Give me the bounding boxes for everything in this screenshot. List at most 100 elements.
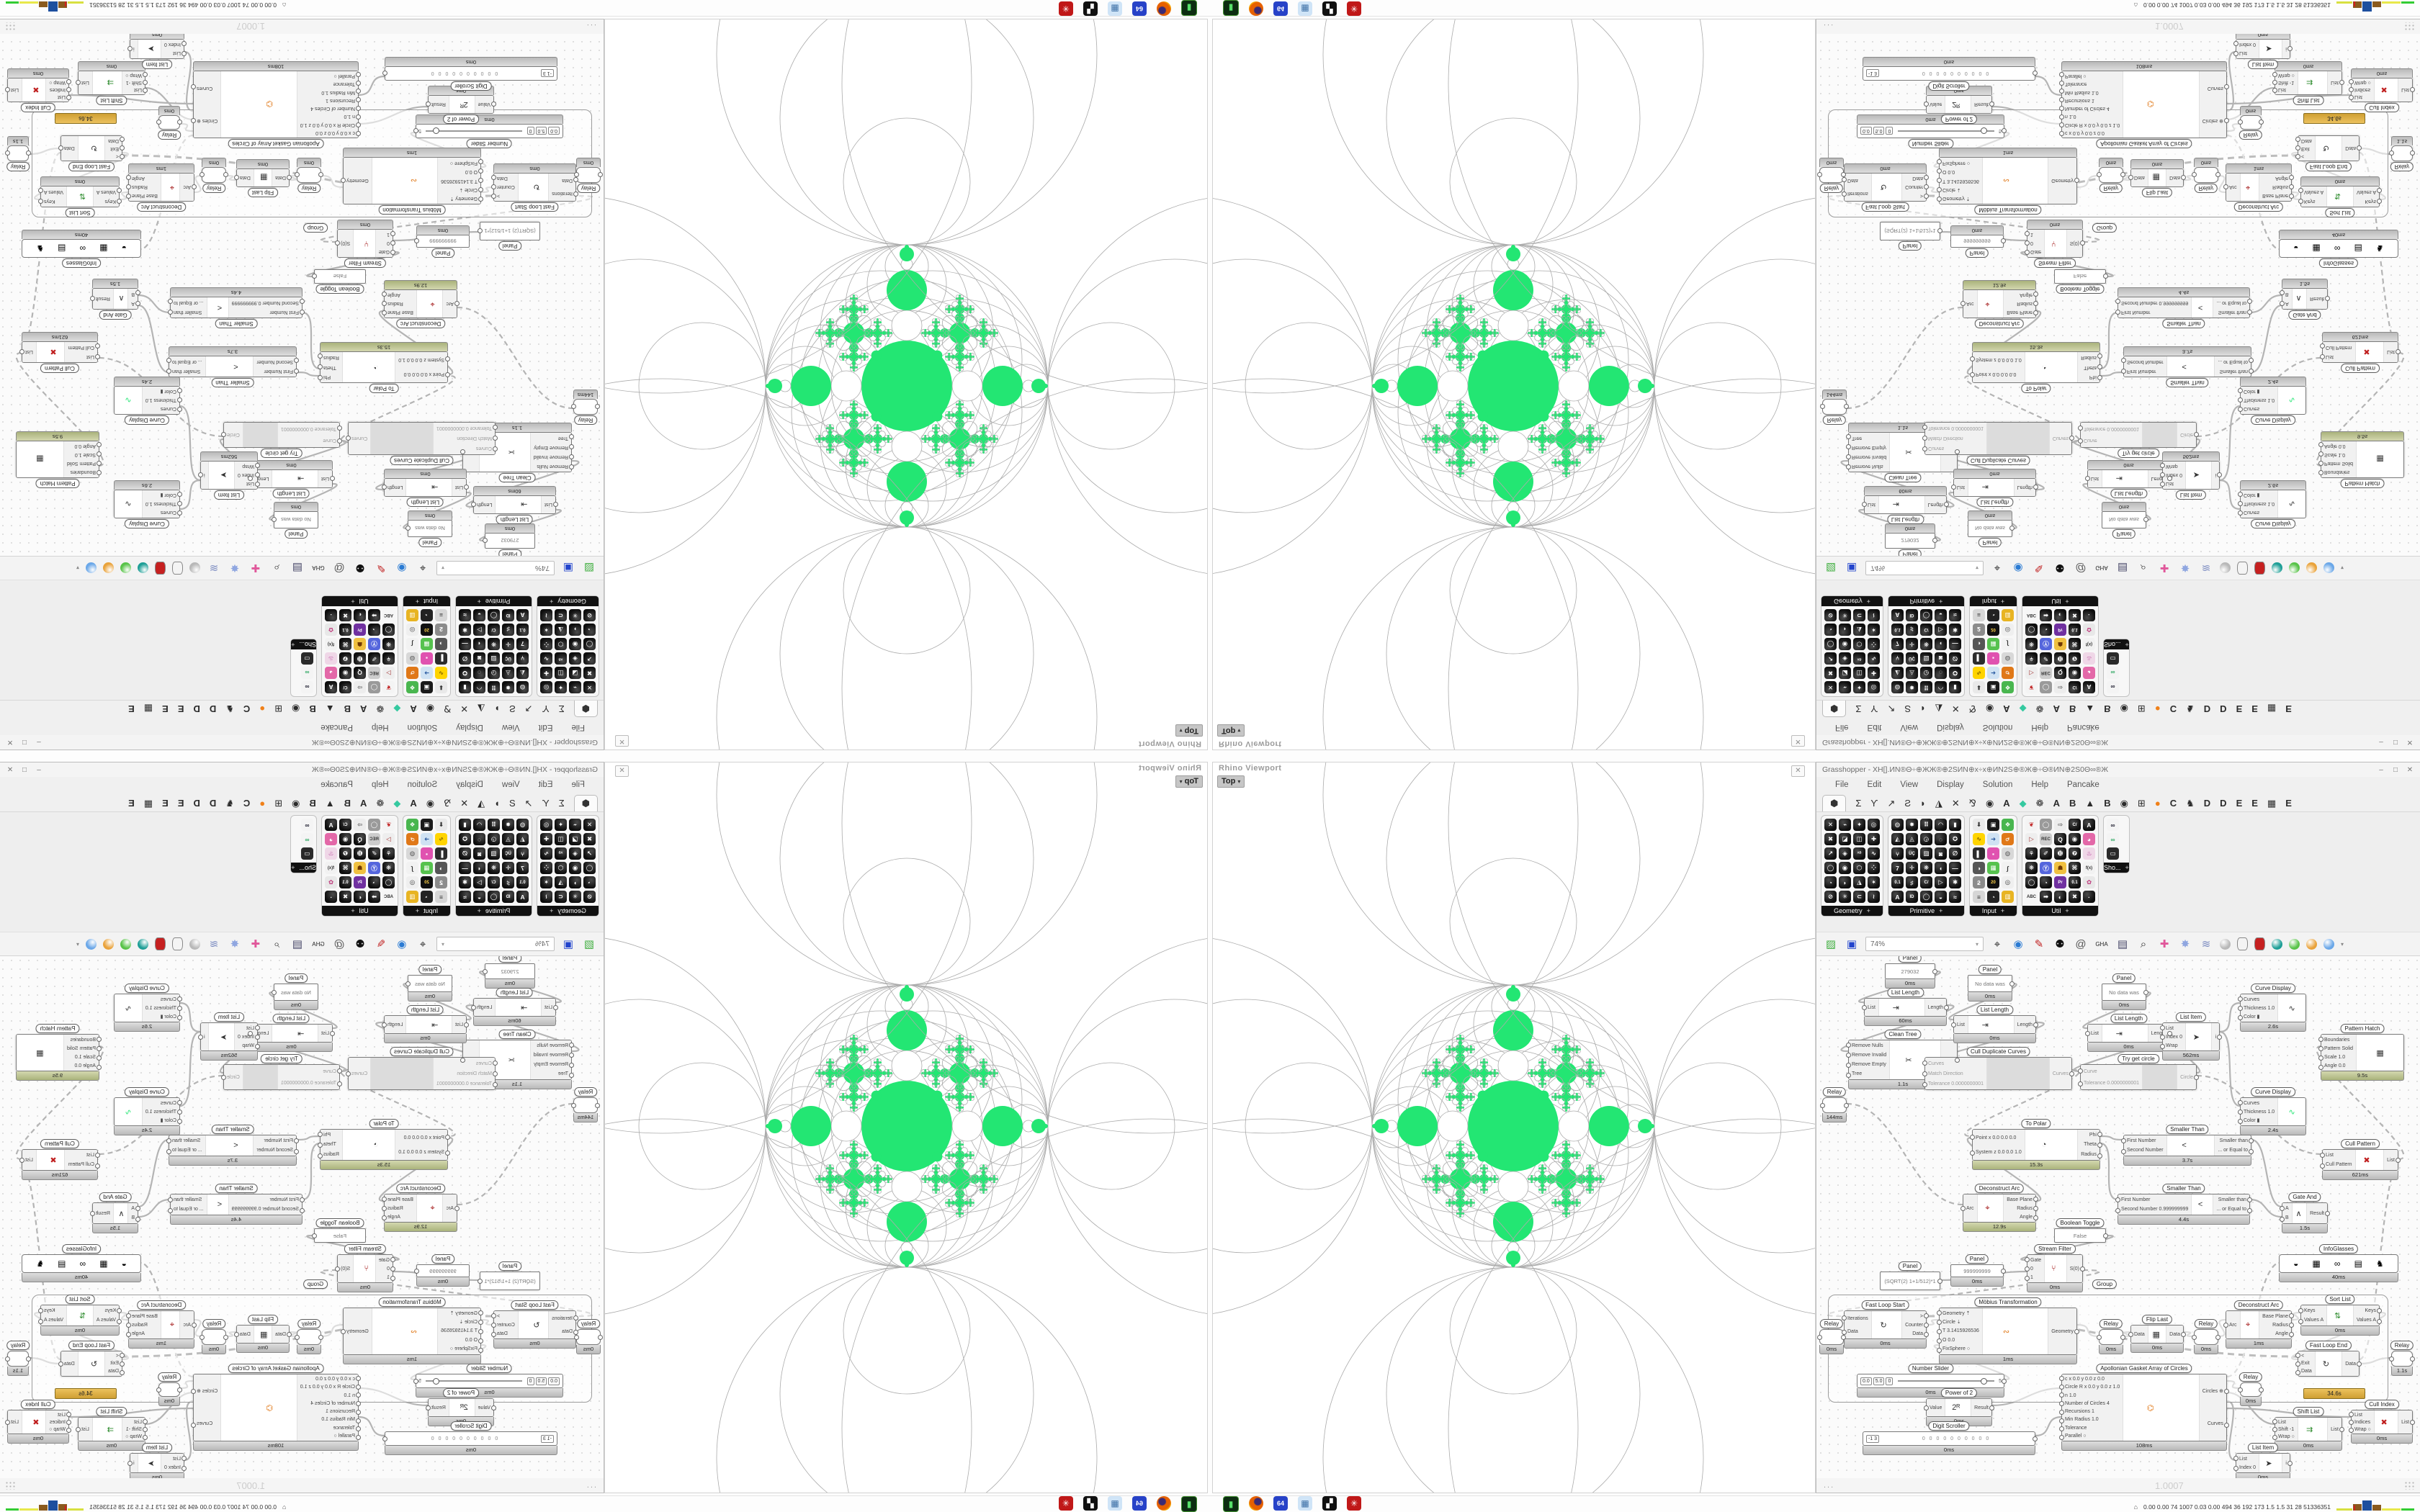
input-port[interactable]: T 3.1415926536 xyxy=(441,1328,478,1334)
gh-node-panel-279032[interactable]: Panel 279032 0ms xyxy=(1885,523,1937,556)
save-file-icon[interactable]: ▣ xyxy=(563,938,574,950)
palette-expand-button[interactable]: + xyxy=(2000,907,2005,914)
input-port[interactable]: Wrap ○ xyxy=(125,73,142,78)
component-icon[interactable]: ✖ xyxy=(2069,609,2081,621)
component-icon[interactable]: C/ xyxy=(488,876,500,888)
package-icon[interactable]: ✚ xyxy=(251,562,261,574)
component-tab-1[interactable]: Σ xyxy=(558,703,565,714)
menu-pancake[interactable]: Pancake xyxy=(2067,780,2099,789)
input-port[interactable]: Wrap ○ xyxy=(2278,73,2295,78)
output-port[interactable]: S(0) xyxy=(341,240,351,246)
input-port[interactable]: Min Radius 1.0 xyxy=(2065,1417,2099,1423)
finder-icon[interactable]: ⌕ xyxy=(2140,562,2147,575)
output-port[interactable]: Length xyxy=(1927,1004,1943,1010)
component-icon[interactable]: ✪ xyxy=(459,667,471,679)
input-port[interactable]: Curve xyxy=(323,438,336,444)
palette-expand-button[interactable]: + xyxy=(1866,907,1870,914)
output-port[interactable]: Counter xyxy=(1905,184,1923,190)
component-icon[interactable]: ✪ xyxy=(459,833,471,845)
input-port[interactable]: Data xyxy=(562,1328,573,1334)
package-icon[interactable]: ✚ xyxy=(251,938,261,950)
sketch-pen-icon[interactable]: ✎ xyxy=(376,938,386,950)
input-port[interactable]: Remove Empty xyxy=(1852,445,1886,450)
output-port[interactable]: Angle xyxy=(132,176,145,181)
component-icon[interactable]: 0.1 xyxy=(516,624,529,636)
component-tab-16[interactable]: B xyxy=(2104,703,2111,714)
status-dots[interactable]: ... xyxy=(1824,22,1835,31)
component-icon[interactable]: ≈ xyxy=(459,609,471,621)
grasshopper-canvas[interactable]: Group Panel 279032 0ms List Length List ⇥ Lengt… xyxy=(1816,34,2420,556)
component-icon[interactable]: 7 xyxy=(516,638,529,650)
output-port[interactable]: Base Plane xyxy=(387,310,413,315)
component-icon[interactable]: ▪ xyxy=(421,652,433,665)
component-tab-26[interactable]: ▦ xyxy=(143,798,153,809)
component-icon[interactable]: ◠ xyxy=(473,819,485,831)
component-icon[interactable]: ◕ xyxy=(325,667,337,679)
output-port[interactable]: Result xyxy=(431,102,446,107)
palette-expand-button[interactable]: + xyxy=(291,641,295,648)
component-icon[interactable]: ◬ xyxy=(502,667,514,679)
menu-display[interactable]: Display xyxy=(456,723,483,732)
gh-node-cull-pattern[interactable]: Cull Pattern List Cull Pattern ✖ List 621ms xyxy=(2320,1139,2401,1180)
component-icon[interactable]: ◭ xyxy=(1891,833,1904,845)
input-port[interactable]: Circle R x 0.0 y 0.0 z 1.0 xyxy=(2065,122,2120,127)
gh-node-infoglasses[interactable]: InfoGlasses ◒ ▦ ∞ ▤ ♞ 40ms xyxy=(2279,230,2398,268)
infoglasses-icon[interactable]: ∞ xyxy=(2334,1259,2341,1269)
input-port[interactable]: Parallel ○ xyxy=(333,73,355,79)
lamp-icon[interactable]: ⚉ xyxy=(2055,562,2065,574)
infoglasses-icon[interactable]: ▤ xyxy=(2354,1259,2362,1269)
input-port[interactable]: Data xyxy=(2134,1331,2145,1337)
input-port[interactable]: Curves xyxy=(2244,406,2260,412)
gh-node-gate-and[interactable]: Gate And A B ∧ Result 1.5s xyxy=(90,279,140,320)
input-port[interactable]: System z 0.0 0.0 1.0 xyxy=(1976,357,2022,363)
component-tab-23[interactable]: D xyxy=(2220,798,2227,809)
component-icon[interactable]: C/ xyxy=(1920,624,1932,636)
input-port[interactable]: FixSphere ○ xyxy=(449,160,478,166)
component-tab-9[interactable]: ◉ xyxy=(426,798,435,809)
gh-node-smaller-than-1[interactable]: Smaller Than First Number Second Number < Sm… xyxy=(2121,346,2254,387)
component-icon[interactable]: Q xyxy=(354,833,366,845)
component-icon[interactable]: ◪ xyxy=(1839,667,1851,679)
component-icon[interactable]: ∞ xyxy=(2107,681,2119,693)
gh-node-smaller-than-2[interactable]: Smaller Than First Number Second Number 0.… xyxy=(2115,1184,2252,1225)
slider-value[interactable]: 5.0 xyxy=(1873,127,1885,135)
component-tab-3[interactable]: ↗ xyxy=(524,703,533,714)
component-icon[interactable]: ◯ xyxy=(2025,876,2038,888)
gh-node-pattern-hatch[interactable]: Pattern Hatch Boundaries Pattern Solid Scal… xyxy=(16,1024,102,1081)
component-tab-1[interactable]: Σ xyxy=(1855,798,1862,809)
menu-help[interactable]: Help xyxy=(371,780,389,789)
input-port[interactable]: List xyxy=(1957,1022,1965,1027)
output-port[interactable]: Radius xyxy=(132,184,148,190)
output-port[interactable]: Angle xyxy=(132,1331,145,1336)
gh-node-list-item-2[interactable]: List Item List Index 0 ➤ i 0ms xyxy=(127,34,187,69)
component-tab-18[interactable]: ⊞ xyxy=(2137,703,2146,714)
component-tab-9[interactable]: ◉ xyxy=(1985,798,1994,809)
wire[interactable] xyxy=(184,1400,194,1462)
ball-green[interactable] xyxy=(2289,562,2300,574)
gh-node-panel-279032[interactable]: Panel 279032 0ms xyxy=(483,523,535,556)
wire[interactable] xyxy=(2249,1198,2282,1218)
gh-node-list-item-2[interactable]: List Item List Index 0 ➤ i 0ms xyxy=(127,1443,187,1478)
wire[interactable] xyxy=(1846,306,1963,410)
panel-value[interactable]: False xyxy=(314,1228,366,1243)
component-icon[interactable]: 20 xyxy=(1987,624,1999,636)
component-icon[interactable]: ◯ xyxy=(368,819,380,831)
infoglasses-icon[interactable]: ▤ xyxy=(2354,243,2362,253)
component-icon[interactable]: ✪ xyxy=(1949,667,1961,679)
component-icon[interactable]: ∫ xyxy=(2002,638,2014,650)
infoglasses-icon[interactable]: ◒ xyxy=(121,243,127,253)
calculator-icon[interactable]: ▦ xyxy=(1108,1,1122,16)
wire[interactable] xyxy=(403,982,472,1021)
component-icon[interactable]: ≀ xyxy=(1868,891,1880,903)
gh-node-relay-c[interactable]: Relay 0ms xyxy=(200,158,228,193)
component-icon[interactable]: ✐ xyxy=(2040,847,2052,860)
gh-node-list-length-1[interactable]: List Length List ⇥ Length 60ms xyxy=(471,486,558,524)
input-port[interactable]: Tree xyxy=(557,1071,568,1076)
gh-node-stream-filter[interactable]: Stream Filter Gate 0 1 ⑂ S(0) 0ms xyxy=(335,1244,395,1292)
component-tab-27[interactable]: E xyxy=(2285,798,2292,809)
component-tab-2[interactable]: Ƴ xyxy=(1870,798,1878,809)
palette-expand-button[interactable]: + xyxy=(2065,598,2069,605)
cyl-red[interactable] xyxy=(2254,562,2265,575)
component-icon[interactable]: ◔ xyxy=(1987,609,1999,621)
dna-icon[interactable]: ≋ xyxy=(2201,938,2211,950)
